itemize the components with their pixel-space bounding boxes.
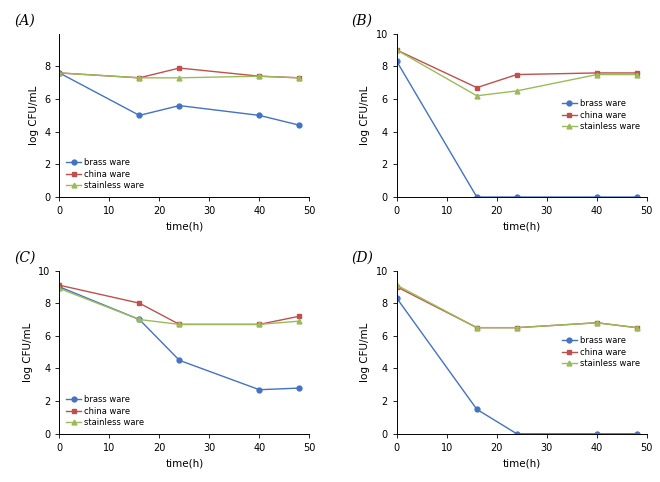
Y-axis label: log CFU/mL: log CFU/mL: [360, 86, 370, 145]
Line: china ware: china ware: [57, 66, 302, 80]
brass ware: [593, 431, 601, 437]
brass ware: [513, 431, 521, 437]
brass ware: [473, 194, 480, 200]
Line: china ware: china ware: [57, 283, 302, 327]
brass ware: [393, 59, 401, 65]
Line: brass ware: brass ware: [57, 284, 302, 392]
Line: stainless ware: stainless ware: [57, 70, 302, 80]
Line: china ware: china ware: [395, 284, 640, 330]
Legend: brass ware, china ware, stainless ware: brass ware, china ware, stainless ware: [559, 97, 643, 134]
Legend: brass ware, china ware, stainless ware: brass ware, china ware, stainless ware: [559, 334, 643, 371]
brass ware: [393, 295, 401, 301]
Y-axis label: log CFU/mL: log CFU/mL: [22, 322, 32, 382]
Line: stainless ware: stainless ware: [395, 48, 640, 98]
brass ware: [55, 284, 63, 290]
brass ware: [135, 317, 143, 322]
china ware: [633, 70, 641, 76]
Text: (B): (B): [352, 14, 373, 28]
brass ware: [55, 70, 63, 76]
Line: stainless ware: stainless ware: [57, 286, 302, 327]
brass ware: [176, 103, 183, 108]
brass ware: [255, 112, 263, 118]
X-axis label: time(h): time(h): [503, 458, 541, 469]
brass ware: [176, 358, 183, 363]
brass ware: [633, 431, 641, 437]
stainless ware: [296, 318, 304, 324]
brass ware: [513, 194, 521, 200]
china ware: [513, 325, 521, 331]
stainless ware: [135, 75, 143, 80]
brass ware: [473, 406, 480, 412]
china ware: [593, 320, 601, 326]
china ware: [55, 282, 63, 288]
china ware: [473, 85, 480, 91]
brass ware: [593, 194, 601, 200]
china ware: [255, 73, 263, 79]
china ware: [296, 75, 304, 80]
china ware: [296, 313, 304, 319]
Line: brass ware: brass ware: [395, 296, 640, 436]
china ware: [393, 47, 401, 53]
Line: stainless ware: stainless ware: [395, 283, 640, 330]
china ware: [176, 65, 183, 71]
Legend: brass ware, china ware, stainless ware: brass ware, china ware, stainless ware: [63, 393, 147, 429]
Y-axis label: log CFU/mL: log CFU/mL: [360, 322, 370, 382]
stainless ware: [55, 285, 63, 291]
china ware: [473, 325, 480, 331]
stainless ware: [255, 321, 263, 327]
stainless ware: [393, 282, 401, 288]
stainless ware: [176, 75, 183, 80]
stainless ware: [296, 75, 304, 80]
stainless ware: [255, 73, 263, 79]
Text: (A): (A): [15, 14, 35, 28]
Line: brass ware: brass ware: [57, 70, 302, 128]
X-axis label: time(h): time(h): [503, 222, 541, 232]
X-axis label: time(h): time(h): [165, 458, 203, 469]
stainless ware: [473, 325, 480, 331]
china ware: [393, 284, 401, 290]
Line: brass ware: brass ware: [395, 59, 640, 200]
china ware: [255, 321, 263, 327]
china ware: [593, 70, 601, 76]
stainless ware: [593, 320, 601, 326]
brass ware: [296, 122, 304, 128]
stainless ware: [393, 47, 401, 53]
brass ware: [296, 385, 304, 391]
china ware: [633, 325, 641, 331]
stainless ware: [473, 93, 480, 99]
stainless ware: [135, 317, 143, 322]
Legend: brass ware, china ware, stainless ware: brass ware, china ware, stainless ware: [63, 156, 147, 193]
stainless ware: [633, 72, 641, 78]
china ware: [135, 75, 143, 80]
stainless ware: [513, 325, 521, 331]
china ware: [513, 72, 521, 78]
brass ware: [135, 112, 143, 118]
Text: (C): (C): [15, 251, 36, 265]
Text: (D): (D): [352, 251, 374, 265]
china ware: [176, 321, 183, 327]
X-axis label: time(h): time(h): [165, 222, 203, 232]
Line: china ware: china ware: [395, 48, 640, 90]
stainless ware: [513, 88, 521, 94]
stainless ware: [633, 325, 641, 331]
stainless ware: [55, 70, 63, 76]
brass ware: [633, 194, 641, 200]
stainless ware: [593, 72, 601, 78]
Y-axis label: log CFU/mL: log CFU/mL: [28, 86, 38, 145]
stainless ware: [176, 321, 183, 327]
china ware: [135, 300, 143, 306]
brass ware: [255, 387, 263, 393]
china ware: [55, 70, 63, 76]
